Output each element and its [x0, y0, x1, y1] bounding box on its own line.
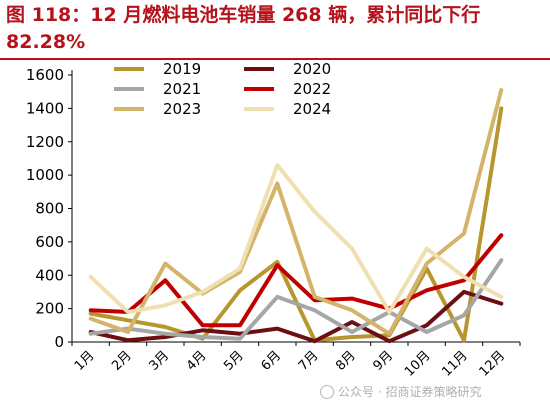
legend-label-2019: 2019	[163, 60, 201, 78]
chart-series	[88, 88, 504, 344]
x-tick-label: 10月	[402, 348, 433, 379]
x-tick-label: 7月	[296, 348, 322, 374]
legend-label-2023: 2023	[163, 100, 201, 118]
y-tick-label: 200	[35, 300, 64, 318]
x-tick-label: 3月	[147, 348, 173, 374]
x-tick-label: 9月	[371, 348, 397, 374]
y-tick-label: 1000	[26, 166, 64, 184]
chart-legend: 2019 2020 2021 2022 2023 2024	[114, 60, 331, 118]
x-tick-label: 4月	[184, 348, 210, 374]
y-tick-label: 400	[35, 266, 64, 284]
y-tick-label: 1200	[26, 133, 64, 151]
y-tick-label: 1400	[26, 99, 64, 117]
series-line-2019	[88, 106, 504, 343]
title-rule	[0, 58, 550, 60]
legend-label-2020: 2020	[293, 60, 331, 78]
wechat-icon	[320, 384, 334, 399]
x-tick-label: 8月	[333, 348, 359, 374]
x-tick-label: 1月	[72, 348, 98, 374]
x-tick-label: 5月	[221, 348, 247, 374]
legend-label-2021: 2021	[163, 80, 201, 98]
x-tick-label: 12月	[477, 348, 508, 379]
legend-label-2024: 2024	[293, 100, 331, 118]
series-line-2020	[88, 289, 504, 344]
y-tick-label: 600	[35, 233, 64, 251]
x-tick-label: 2月	[109, 348, 135, 374]
chart-title: 图 118：12 月燃料电池车销量 268 辆，累计同比下行 82.28%	[6, 4, 481, 53]
series-line-2021	[88, 258, 504, 341]
watermark-text: 公众号 · 招商证券策略研究	[338, 385, 482, 399]
y-tick-label: 1600	[26, 66, 64, 84]
y-tick-label: 800	[35, 200, 64, 218]
y-tick-label: 0	[54, 333, 64, 351]
series-line-2023	[88, 88, 504, 336]
x-tick-label: 6月	[259, 348, 285, 374]
series-line-2024	[88, 163, 504, 314]
watermark: 公众号 · 招商证券策略研究	[320, 383, 481, 400]
legend-label-2022: 2022	[293, 80, 331, 98]
series-line-2022	[88, 233, 504, 328]
x-tick-label: 11月	[439, 348, 470, 379]
